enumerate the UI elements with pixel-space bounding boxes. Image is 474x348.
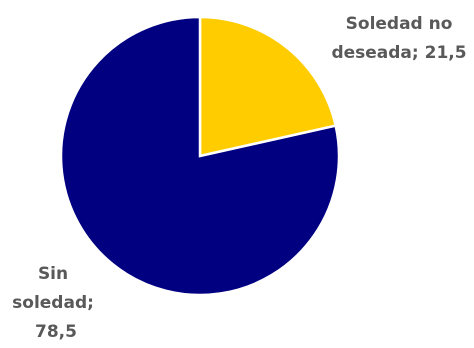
label-soledad-no-deseada: Soledad no deseada; 21,5 — [331, 14, 466, 63]
pie-slice-soledad-no-deseada — [198, 15, 338, 158]
label-sin-line-2: soledad; — [12, 293, 94, 313]
pie-slice-sin-soledad — [59, 15, 341, 297]
label-sin-line-3: 78,5 — [35, 322, 77, 342]
label-sin-soledad: Sin soledad; 78,5 — [12, 264, 100, 342]
label-soledad-line-1: Soledad no — [346, 14, 453, 34]
label-soledad-line-2: deseada; 21,5 — [331, 43, 466, 63]
pie-slices — [59, 15, 341, 297]
label-sin-line-1: Sin — [38, 264, 68, 284]
pie-labels: Soledad no deseada; 21,5 Sin soledad; 78… — [12, 14, 466, 342]
